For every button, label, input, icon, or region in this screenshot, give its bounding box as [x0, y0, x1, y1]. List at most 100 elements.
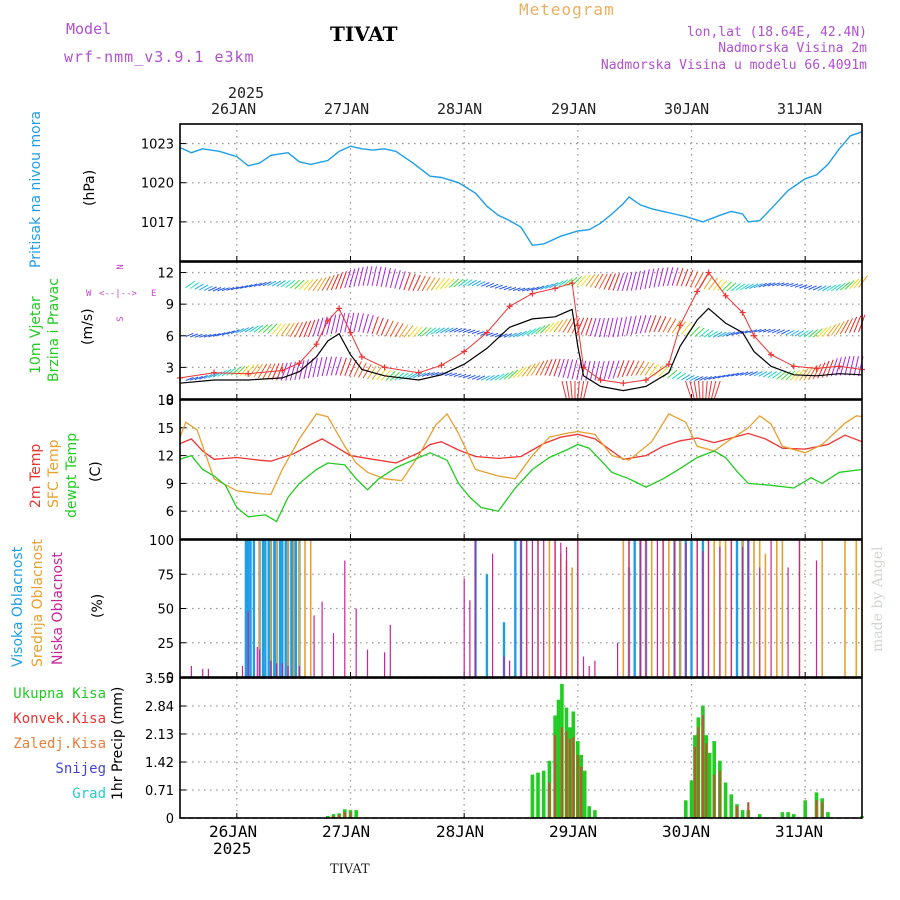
- wind-arrow: [508, 287, 517, 291]
- wind-arrow: [544, 283, 554, 290]
- precip-bar-1: [332, 816, 335, 818]
- precip-bar-0: [587, 806, 591, 818]
- wind-arrow: [494, 373, 505, 381]
- wind-arrow: [389, 268, 396, 289]
- wind-arrow: [567, 359, 574, 379]
- cloud-bar-2: [531, 540, 533, 677]
- wind-arrow: [485, 282, 495, 288]
- wind-arrow: [380, 267, 387, 287]
- wind-arrow: [608, 273, 616, 291]
- wind-arrow: [194, 375, 204, 381]
- wind-arrow: [430, 327, 441, 335]
- wind-arrow: [713, 380, 721, 400]
- wind-arrow: [294, 279, 305, 290]
- wind-arrow: [421, 372, 431, 377]
- cloud-bar-2: [313, 615, 315, 677]
- wind-arrow: [544, 322, 555, 333]
- precip-bar-1: [693, 747, 696, 818]
- cloud-bar-2: [469, 600, 471, 677]
- wind-arrow: [685, 380, 692, 400]
- cloud-bar-1: [298, 540, 301, 677]
- gust-marker: [705, 269, 712, 276]
- wind-arrow: [740, 330, 749, 335]
- precip-bar-1: [735, 806, 739, 818]
- wind-arrow: [749, 371, 758, 376]
- cloud-bar-1: [258, 540, 261, 677]
- wind-arrow: [444, 278, 455, 289]
- wind-arrow: [435, 327, 445, 334]
- wind-arrow: [321, 356, 328, 377]
- gust-marker: [836, 363, 843, 370]
- wind-arrow: [208, 372, 218, 379]
- wind-arrow: [812, 363, 822, 380]
- wind-arrow: [235, 285, 244, 290]
- wind-arrow: [326, 315, 332, 335]
- wind-arrow: [540, 284, 550, 290]
- wind-arrow: [458, 328, 467, 333]
- y-tick-label-precipitation: 3.55: [145, 672, 174, 687]
- model-elevation-label: Nadmorska Visina u modelu 66.4091m: [600, 58, 867, 73]
- gust-marker: [620, 380, 627, 387]
- panel-frame-precipitation: [179, 677, 863, 819]
- wind-arrow: [458, 278, 469, 287]
- date-bottom-26: 26JAN: [209, 822, 258, 841]
- wind-arrow: [335, 272, 343, 290]
- wind-arrow: [298, 321, 308, 338]
- wind-arrow: [553, 319, 564, 333]
- gust-marker: [813, 365, 820, 372]
- wind-arrow: [503, 333, 513, 338]
- cloud-bar-2: [543, 540, 545, 677]
- wind-arrow: [426, 277, 436, 291]
- wind-arrow: [598, 273, 608, 289]
- cloud-bar-2: [617, 642, 619, 678]
- wind-arrow: [185, 332, 194, 338]
- wind-arrow: [690, 326, 701, 337]
- wind-arrow: [708, 380, 713, 400]
- gust-marker: [313, 341, 320, 348]
- cloud-bar-0: [281, 540, 284, 677]
- wind-arrow: [799, 330, 809, 338]
- wind-arrow: [408, 372, 418, 379]
- wind-arrow: [367, 266, 373, 286]
- cloud-bar-2: [747, 540, 749, 677]
- wind-arrow: [639, 315, 647, 334]
- panel-frame-wind: [179, 261, 863, 400]
- cloud-bar-1: [724, 540, 727, 677]
- elevation-label: Nadmorska Visina 2m: [718, 41, 867, 56]
- precip-bar-0: [729, 794, 734, 818]
- wind-arrow: [653, 315, 662, 333]
- gust-marker: [279, 367, 286, 374]
- gust-marker: [643, 377, 650, 384]
- wind-arrow: [339, 357, 347, 376]
- y-tick-label-temperature: 6: [166, 505, 174, 520]
- wind-arrow: [658, 316, 667, 333]
- cloud-bar-0: [249, 540, 252, 677]
- wind-arrow: [703, 275, 714, 290]
- wind-arrow: [394, 372, 405, 381]
- date-top-28: 28JAN: [437, 100, 483, 118]
- cloud-bar-1: [309, 540, 312, 677]
- wind-arrow: [621, 360, 630, 378]
- model-label: Model: [66, 20, 112, 38]
- wind-arrow: [226, 287, 235, 291]
- wind-arrow: [726, 331, 736, 337]
- wind-arrow: [603, 273, 612, 290]
- wind-arrow: [230, 329, 240, 335]
- wind-arrow: [449, 327, 458, 333]
- wind-arrow: [735, 283, 746, 291]
- wind-arrow: [462, 374, 471, 379]
- wind-arrow: [767, 282, 776, 287]
- wind-arrow: [831, 283, 841, 292]
- y-tick-label-precipitation: 2.13: [145, 728, 174, 743]
- wind-arrow: [212, 333, 221, 337]
- wind-arrow: [548, 358, 557, 376]
- wind-arrow: [785, 329, 795, 336]
- wind-arrow: [758, 328, 767, 333]
- cloud-bar-2: [276, 663, 278, 677]
- wind-arrow: [208, 333, 217, 338]
- cloud-bar-2: [759, 567, 761, 677]
- wind-arrow: [635, 360, 645, 376]
- wind-arrow: [598, 317, 605, 338]
- wind-arrow: [358, 266, 364, 287]
- precip-bar-0: [826, 812, 830, 818]
